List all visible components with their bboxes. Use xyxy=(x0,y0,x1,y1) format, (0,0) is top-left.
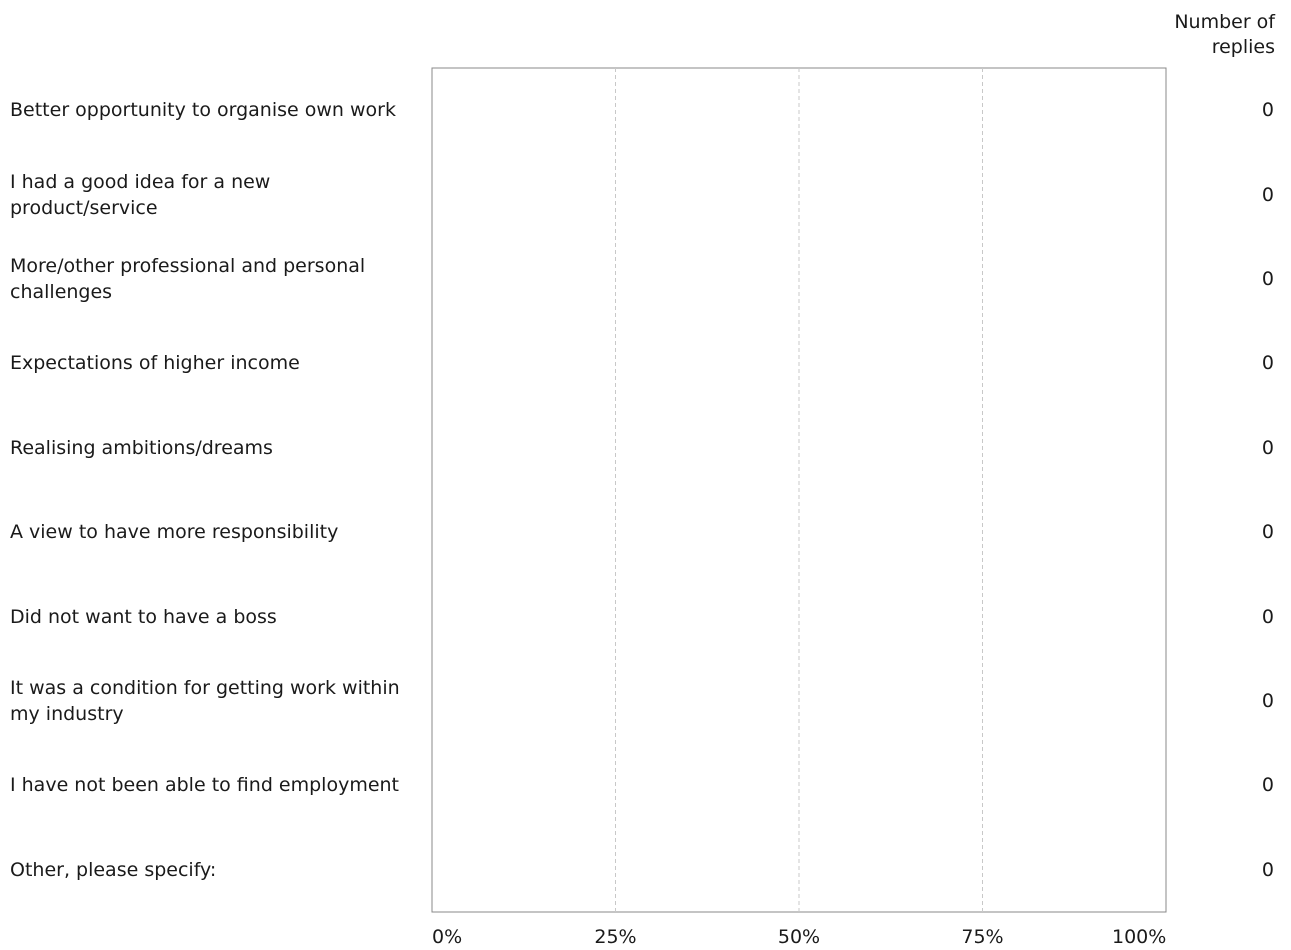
category-label: I have not been able to find employment xyxy=(10,774,400,797)
category-label: Expectations of higher income xyxy=(10,352,300,375)
reply-count: 0 xyxy=(1261,352,1274,375)
count-column-header: Number of replies xyxy=(1174,11,1275,58)
reply-count: 0 xyxy=(1261,268,1274,290)
category-label: Did not want to have a boss xyxy=(10,605,277,628)
x-tick-label: 0% xyxy=(432,926,463,948)
category-label: Better opportunity to organise own work xyxy=(10,99,396,122)
category-label: Realising ambitions/dreams xyxy=(10,436,273,459)
x-tick-label: 75% xyxy=(961,926,1004,948)
reply-count: 0 xyxy=(1261,436,1274,459)
reply-count: 0 xyxy=(1261,99,1274,122)
reply-count: 0 xyxy=(1261,774,1274,797)
reply-count: 0 xyxy=(1261,183,1274,206)
x-tick-label: 50% xyxy=(777,926,821,948)
reply-count: 0 xyxy=(1261,690,1274,712)
x-tick-label: 100% xyxy=(1112,926,1167,948)
category-label: I had a good idea for a new product/serv… xyxy=(10,170,271,219)
x-tick-label: 25% xyxy=(594,926,637,948)
category-label: A view to have more responsibility xyxy=(10,521,339,544)
reply-count: 0 xyxy=(1261,858,1274,881)
category-label: More/other professional and personal cha… xyxy=(10,255,366,303)
category-label: Other, please specify: xyxy=(10,858,217,881)
reply-count: 0 xyxy=(1261,521,1274,544)
category-label: It was a condition for getting work with… xyxy=(10,677,400,725)
reply-count: 0 xyxy=(1261,605,1274,628)
